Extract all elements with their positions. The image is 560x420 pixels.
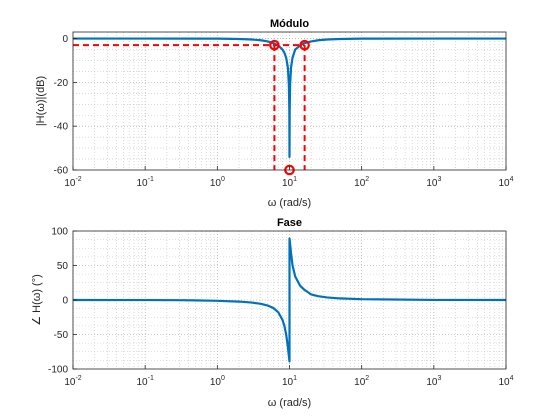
magnitude-ylabel: |H(ω)|(dB) — [35, 76, 47, 126]
magnitude-data — [73, 37, 506, 176]
x-tick-label: 101 — [282, 176, 297, 189]
magnitude-plot: 10-2 10-1 100 101 102 103 104 -60 -40 -20 0 Módulo… — [35, 18, 514, 209]
phase-ticks: 10-2 10-1 100 101 102 103 104 -100 -50 0 50 100 — [48, 227, 514, 389]
y-tick-label: -60 — [54, 166, 69, 177]
magnitude-title: Módulo — [270, 18, 309, 30]
phase-data — [73, 237, 506, 363]
x-tick-label: 103 — [426, 176, 441, 189]
magnitude-grid — [72, 32, 506, 170]
magnitude-xlabel: ω (rad/s) — [268, 197, 311, 209]
magnitude-ticks: 10-2 10-1 100 101 102 103 104 -60 -40 -20 0 — [54, 34, 514, 189]
magnitude-curve — [73, 37, 506, 158]
y-tick-label: 0 — [62, 34, 68, 45]
x-tick-label: 102 — [354, 375, 369, 388]
x-tick-label: 102 — [354, 176, 369, 189]
x-tick-label: 10-1 — [136, 176, 153, 189]
y-tick-label: -100 — [48, 365, 68, 376]
marker-point — [299, 39, 310, 51]
x-tick-label: 100 — [210, 176, 225, 189]
phase-ylabel: ∠ H(ω) (°) — [31, 274, 43, 326]
x-tick-label: 10-1 — [136, 375, 153, 388]
y-tick-label: 50 — [57, 261, 69, 272]
y-tick-label: 100 — [51, 227, 68, 238]
phase-plot: 10-2 10-1 100 101 102 103 104 -100 -50 0 50 100 Fas… — [31, 217, 514, 409]
y-tick-label: -40 — [54, 122, 69, 133]
phase-curve — [73, 237, 506, 363]
x-tick-label: 10-2 — [64, 375, 81, 388]
marker-point — [269, 39, 280, 51]
x-tick-label: 104 — [498, 375, 513, 388]
x-tick-label: 104 — [498, 176, 513, 189]
x-tick-label: 103 — [426, 375, 441, 388]
x-tick-label: 101 — [282, 375, 297, 388]
x-tick-label: 10-2 — [64, 176, 81, 189]
phase-title: Fase — [277, 217, 302, 229]
x-tick-label: 100 — [210, 375, 225, 388]
phase-xlabel: ω (rad/s) — [268, 397, 311, 409]
y-tick-label: -20 — [54, 78, 69, 89]
y-tick-label: -50 — [54, 330, 69, 341]
y-tick-label: 0 — [62, 296, 68, 307]
